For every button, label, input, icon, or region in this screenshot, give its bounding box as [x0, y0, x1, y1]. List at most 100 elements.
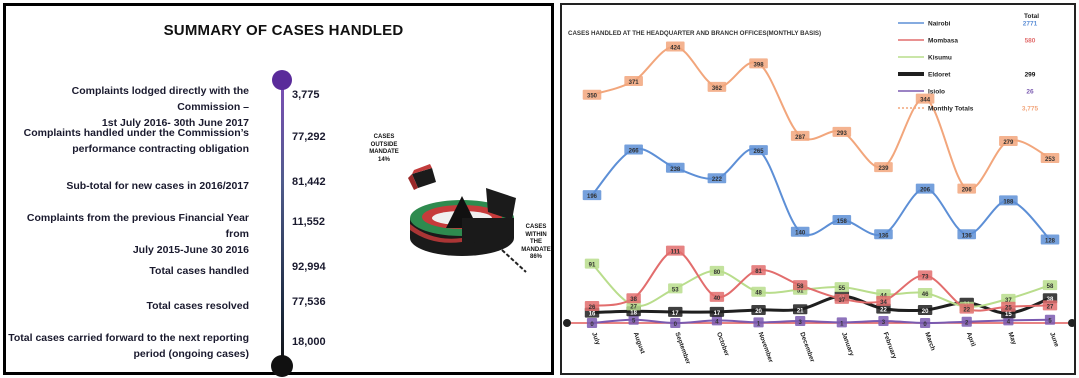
- data-label: 128: [1045, 239, 1056, 245]
- data-label: 37: [838, 298, 845, 304]
- data-label: 266: [629, 149, 640, 155]
- data-label-bg: [917, 304, 933, 315]
- summary-row-label: Sub-total for new cases in 2016/2017: [66, 180, 249, 192]
- legend-label: Eldoret: [928, 72, 951, 79]
- legend-total: 299: [1025, 72, 1036, 79]
- data-label: 2: [965, 321, 969, 327]
- data-label: 158: [837, 219, 848, 225]
- data-label: 20: [755, 309, 762, 315]
- series-line-kisumu: [591, 262, 1051, 308]
- data-label: 344: [920, 98, 931, 104]
- data-label: 111: [671, 250, 681, 256]
- data-label: 0: [923, 322, 927, 328]
- x-tick-label: November: [757, 331, 775, 364]
- data-label: 3: [799, 320, 803, 326]
- data-label: 16: [589, 312, 596, 318]
- data-label-bg: [584, 301, 600, 312]
- axis-end-dot: [1068, 319, 1074, 327]
- data-label-bg: [707, 173, 727, 184]
- data-label: 253: [1045, 157, 1056, 163]
- data-label: 38: [630, 297, 637, 303]
- data-label-bg: [753, 317, 764, 328]
- data-label: 140: [795, 231, 806, 237]
- x-tick-label: August: [632, 331, 647, 355]
- data-label-bg: [626, 293, 641, 304]
- data-label: 48: [755, 291, 762, 297]
- data-label-bg: [624, 76, 643, 87]
- data-label-bg: [915, 93, 935, 104]
- data-label-bg: [668, 283, 683, 294]
- data-label-bg: [586, 318, 598, 328]
- data-label-bg: [790, 226, 810, 237]
- data-label: 5: [1048, 319, 1052, 325]
- data-label-bg: [749, 145, 768, 156]
- data-label-bg: [917, 288, 933, 298]
- legend-total: 3,775: [1022, 106, 1039, 113]
- legend-label: Kisumu: [928, 55, 952, 62]
- data-label-bg: [751, 265, 766, 276]
- summary-title: SUMMARY OF CASES HANDLED: [163, 22, 404, 39]
- data-label: 196: [587, 194, 598, 200]
- summary-row-value: 92,994: [292, 261, 326, 273]
- summary-row-label: Total cases handled: [149, 265, 249, 277]
- data-label-bg: [999, 195, 1018, 206]
- pie-slice-outside-mandate: [408, 164, 436, 190]
- data-label-bg: [957, 183, 977, 194]
- legend-total-header: Total: [1024, 13, 1039, 20]
- data-label: 53: [672, 287, 679, 293]
- data-label-bg: [792, 304, 808, 315]
- summary-row-value: 3,775: [292, 89, 320, 101]
- x-tick-label: July: [590, 331, 601, 346]
- data-label-bg: [665, 245, 685, 256]
- data-label-bg: [709, 291, 725, 302]
- data-label-bg: [957, 229, 977, 240]
- x-tick-label: October: [715, 331, 730, 357]
- data-label-bg: [876, 295, 891, 306]
- summary-row-label: Complaints lodged directly with the Comm…: [71, 85, 249, 129]
- data-label: 17: [672, 311, 679, 317]
- data-label: 136: [878, 233, 889, 239]
- data-label-bg: [915, 183, 935, 194]
- data-label: 4: [715, 319, 719, 325]
- x-tick-label: June: [1048, 331, 1060, 348]
- data-label-bg: [707, 81, 727, 92]
- data-label: 73: [922, 274, 929, 280]
- data-label: 80: [714, 270, 721, 276]
- data-label-bg: [665, 41, 685, 52]
- data-label: 34: [880, 300, 887, 306]
- data-label-bg: [790, 130, 810, 141]
- data-label-bg: [709, 306, 725, 317]
- pie-slice-within-mandate: [410, 188, 516, 256]
- data-label-bg: [751, 286, 766, 297]
- data-label: 38: [1047, 297, 1054, 303]
- summary-panel: SUMMARY OF CASES HANDLED Complaints lodg…: [3, 3, 554, 377]
- data-label-bg: [832, 126, 852, 137]
- data-label-bg: [709, 265, 725, 276]
- data-label: 136: [962, 233, 973, 239]
- summary-row-label: Complaints from the previous Financial Y…: [26, 212, 249, 256]
- summary-row-value: 77,292: [292, 131, 326, 143]
- x-tick-label: April: [965, 331, 977, 347]
- legend-label: Nairobi: [928, 21, 951, 28]
- data-label-bg: [711, 315, 723, 326]
- data-label-bg: [582, 190, 602, 201]
- data-label-bg: [836, 317, 847, 328]
- data-label: 25: [1005, 306, 1012, 312]
- data-label-bg: [749, 58, 768, 69]
- data-label: 26: [589, 305, 596, 311]
- data-label: 17: [714, 311, 721, 317]
- summary-row-value: 18,000: [292, 336, 326, 348]
- data-label: 58: [797, 284, 804, 290]
- data-label-bg: [584, 258, 600, 269]
- legend-label: Monthly Totals: [928, 106, 974, 113]
- chart-panel: CASES HANDLED AT THE HEADQUARTER AND BRA…: [560, 3, 1076, 375]
- monthly-line-chart: CASES HANDLED AT THE HEADQUARTER AND BRA…: [563, 13, 1074, 366]
- legend-label: Isiolo: [928, 89, 945, 96]
- x-tick-label: January: [840, 331, 855, 357]
- data-label: 265: [754, 149, 765, 155]
- data-label-bg: [668, 306, 683, 317]
- data-label: 21: [797, 308, 804, 314]
- data-label: 3: [882, 320, 886, 326]
- legend-label: Mombasa: [928, 38, 958, 45]
- summary-row-value: 11,552: [292, 216, 326, 228]
